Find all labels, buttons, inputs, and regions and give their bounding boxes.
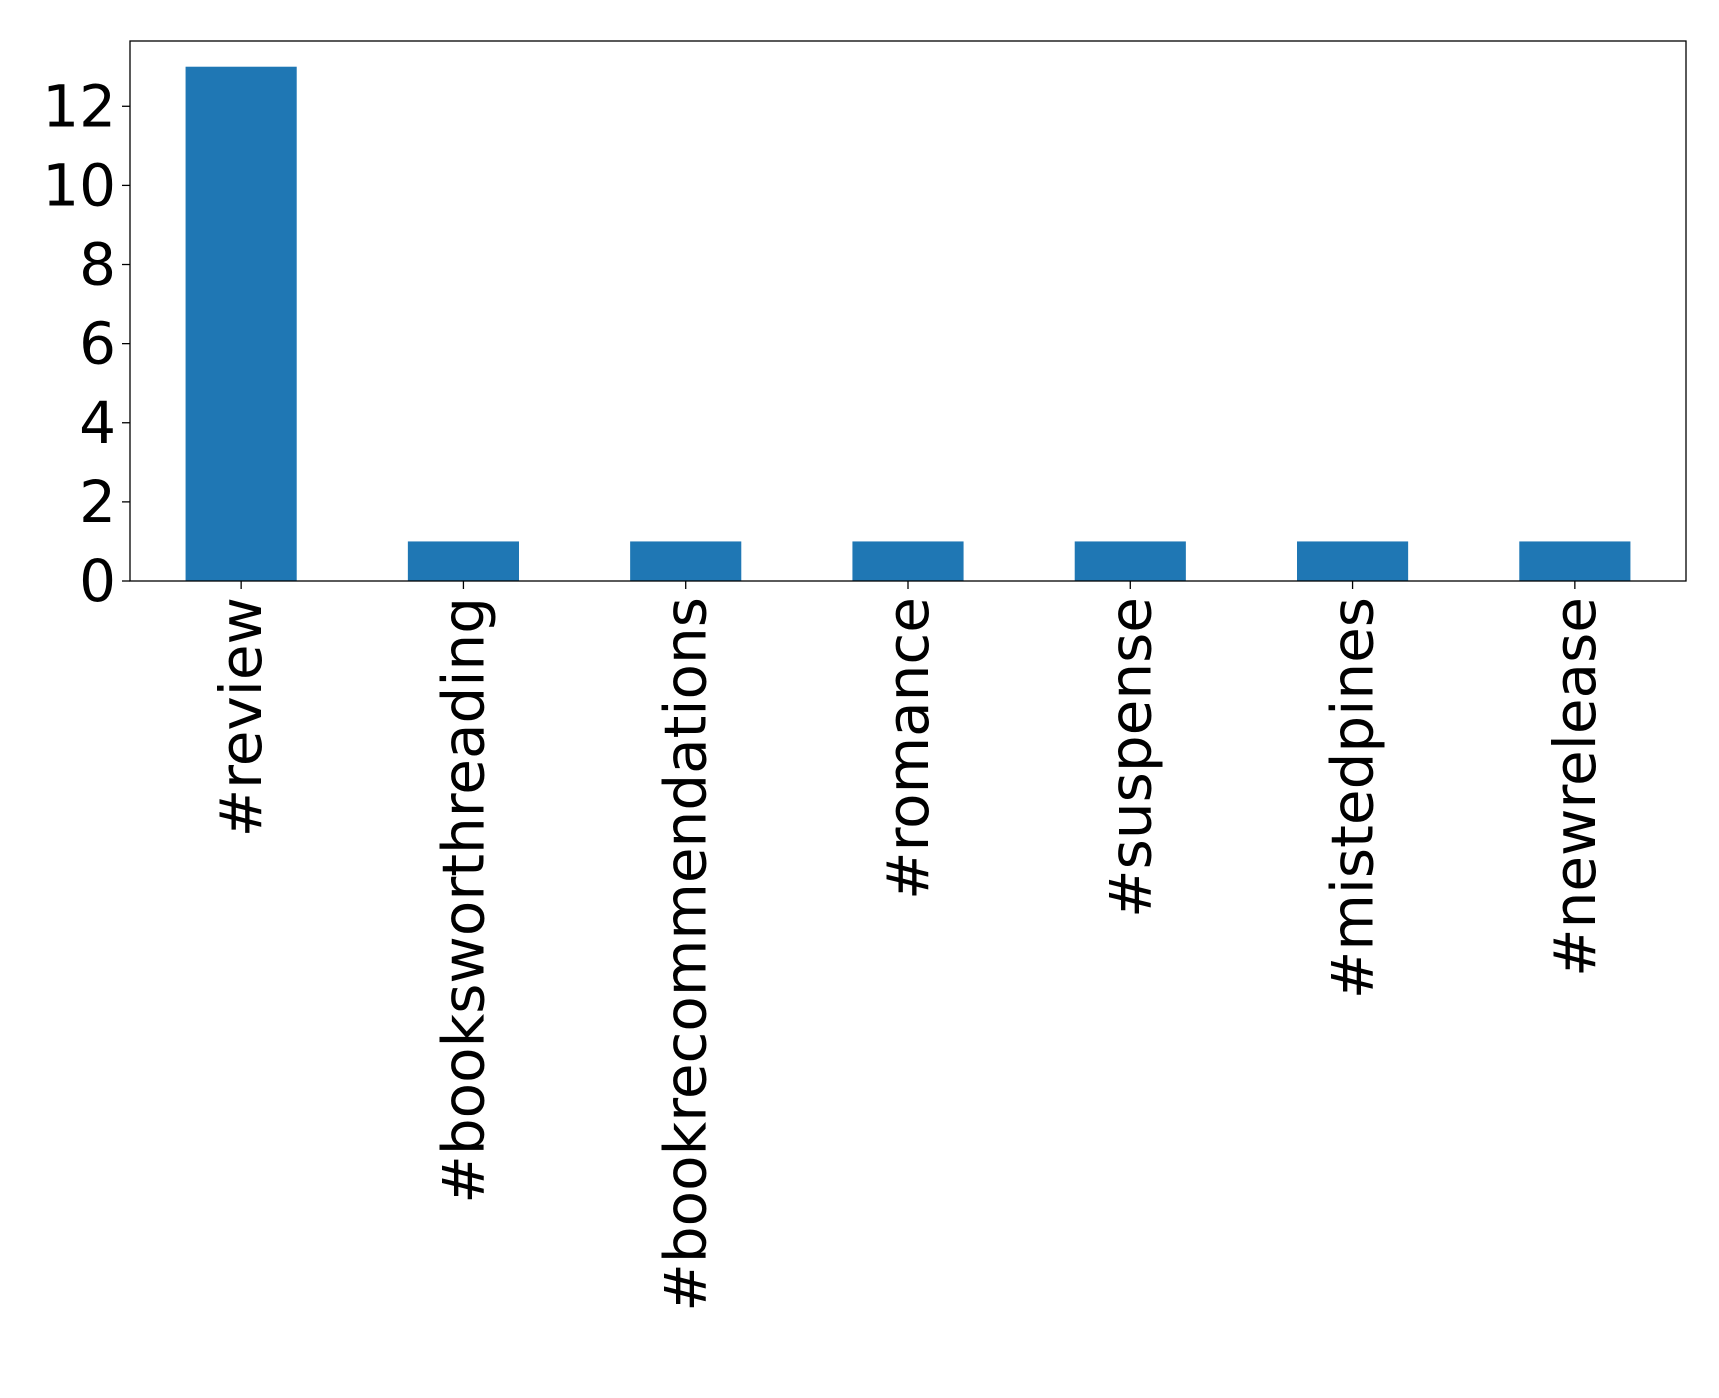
x-tick-label: #bookrecommendations <box>652 597 720 1312</box>
bar-suspense <box>1074 541 1186 581</box>
bar-mistedpines <box>1297 541 1409 581</box>
y-tick-label: 4 <box>79 389 116 457</box>
bar-newrelease <box>1519 541 1631 581</box>
x-tick-label: #booksworthreading <box>429 597 497 1204</box>
y-tick-label: 2 <box>79 468 116 536</box>
x-tick-label: #newrelease <box>1541 597 1609 977</box>
x-tick-label: #suspense <box>1096 597 1164 918</box>
bar-romance <box>852 541 964 581</box>
bar-review <box>185 66 297 581</box>
y-tick-label: 6 <box>79 310 116 378</box>
x-tick-label: #romance <box>874 597 942 900</box>
y-axis: 0 2 4 6 8 10 12 <box>42 72 130 615</box>
plot-frame <box>129 40 1687 582</box>
y-tick-label: 12 <box>42 72 116 140</box>
y-tick-label: 10 <box>42 151 116 219</box>
y-tick-label: 8 <box>79 231 116 299</box>
x-tick-label: #mistedpines <box>1319 597 1387 999</box>
bar-booksworthreading <box>407 541 519 581</box>
bars-group <box>185 66 1631 581</box>
bar-bookrecommendations <box>630 541 742 581</box>
y-tick-label: 0 <box>79 547 116 615</box>
x-axis: #review #booksworthreading #bookrecommenda… <box>207 581 1609 1312</box>
x-tick-label: #review <box>207 597 275 837</box>
